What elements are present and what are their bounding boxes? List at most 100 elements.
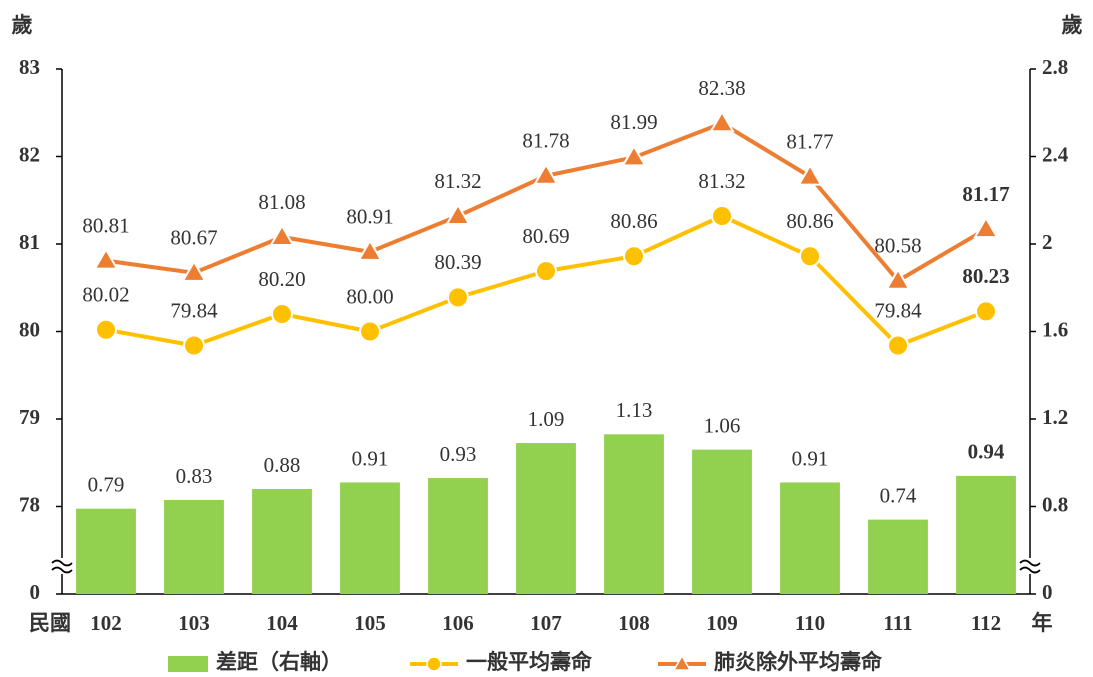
bar-label: 0.93 [440,442,477,466]
point-label: 80.58 [874,234,921,258]
y2-tick-label: 0.8 [1042,492,1068,516]
legend-label: 差距（右軸） [216,650,342,674]
x-tick-label: 106 [442,611,474,635]
point-label: 80.23 [962,264,1009,288]
marker [181,259,207,282]
marker [973,216,999,239]
point-label: 80.67 [170,226,217,250]
bar-label: 1.13 [616,398,653,422]
x-tick-label: 102 [90,611,122,635]
marker [447,286,469,309]
y2-tick-label: 1.6 [1042,317,1068,341]
y-tick-label: 82 [19,142,40,166]
point-label: 81.32 [698,169,745,193]
bar [164,499,224,594]
y2-unit: 歲 [1062,13,1083,37]
point-label: 80.39 [434,250,481,274]
legend-marker [426,656,442,672]
point-label: 80.20 [258,267,305,291]
bar [956,475,1016,594]
bar [516,443,576,594]
x-tick-label: 107 [530,611,562,635]
x-tick-label: 108 [618,611,650,635]
point-label: 80.86 [786,209,833,233]
marker [797,163,823,186]
point-label: 79.84 [874,298,922,322]
x-suffix: 年 [1032,611,1053,635]
marker [183,334,205,357]
point-label: 80.81 [82,213,129,237]
x-tick-label: 111 [883,611,912,635]
point-label: 80.02 [82,283,129,307]
point-label: 82.38 [698,76,745,100]
point-label: 81.77 [786,129,833,153]
y2-tick-label: 0 [1042,580,1053,604]
marker [799,245,821,268]
x-tick-label: 110 [795,611,825,635]
bar-label: 0.88 [264,453,301,477]
y-unit: 歲 [12,13,33,37]
marker [975,300,997,323]
marker [533,162,559,185]
x-tick-label: 109 [706,611,738,635]
marker [887,334,909,357]
axis-break [51,558,1041,574]
legend-swatch [168,656,208,672]
point-label: 81.08 [258,190,305,214]
y2-tick-label: 2.8 [1042,55,1068,79]
x-tick-label: 103 [178,611,210,635]
bar-label: 1.09 [528,407,565,431]
marker [885,267,911,290]
bar [692,449,752,594]
point-label: 80.91 [346,205,393,229]
marker [711,205,733,227]
bar [780,482,840,594]
marker [95,318,117,341]
x-tick-label: 104 [266,611,298,635]
point-label: 80.69 [522,224,569,248]
y-tick-label: 78 [19,492,40,516]
bar [252,489,312,594]
bar-label: 0.94 [968,440,1005,464]
marker [535,260,557,283]
legend-label: 一般平均壽命 [466,650,593,674]
point-label: 81.17 [962,182,1009,206]
y2-tick-label: 1.2 [1042,405,1068,429]
bar [428,478,488,594]
point-label: 80.86 [610,209,657,233]
point-label: 81.78 [522,129,569,153]
marker [623,245,645,268]
marker [93,247,119,270]
x-tick-label: 105 [354,611,386,635]
point-label: 81.99 [610,110,657,134]
y2-tick-label: 2 [1042,230,1053,254]
marker [357,238,383,261]
point-label: 80.00 [346,284,393,308]
bar-label: 0.83 [176,464,213,488]
marker [271,303,293,325]
bar [76,508,136,594]
y-tick-label: 0 [30,580,41,604]
point-label: 81.32 [434,169,481,193]
bar-label: 0.79 [88,473,125,497]
y-tick-label: 80 [19,317,40,341]
legend-label: 肺炎除外平均壽命 [714,650,883,674]
bar-label: 0.91 [352,446,389,470]
y2-tick-label: 2.4 [1042,142,1069,166]
legend-marker [672,654,692,671]
bar-label: 1.06 [704,413,741,437]
marker [709,110,735,133]
bar [340,482,400,594]
bar [604,434,664,594]
x-prefix: 民國 [29,611,71,635]
marker [269,224,295,246]
y-tick-label: 79 [19,405,40,429]
bar-label: 0.91 [792,446,829,470]
marker [359,320,381,343]
bar-label: 0.74 [880,483,917,507]
point-label: 79.84 [170,298,218,322]
y-tick-label: 83 [19,55,40,79]
y-tick-label: 81 [19,230,40,254]
